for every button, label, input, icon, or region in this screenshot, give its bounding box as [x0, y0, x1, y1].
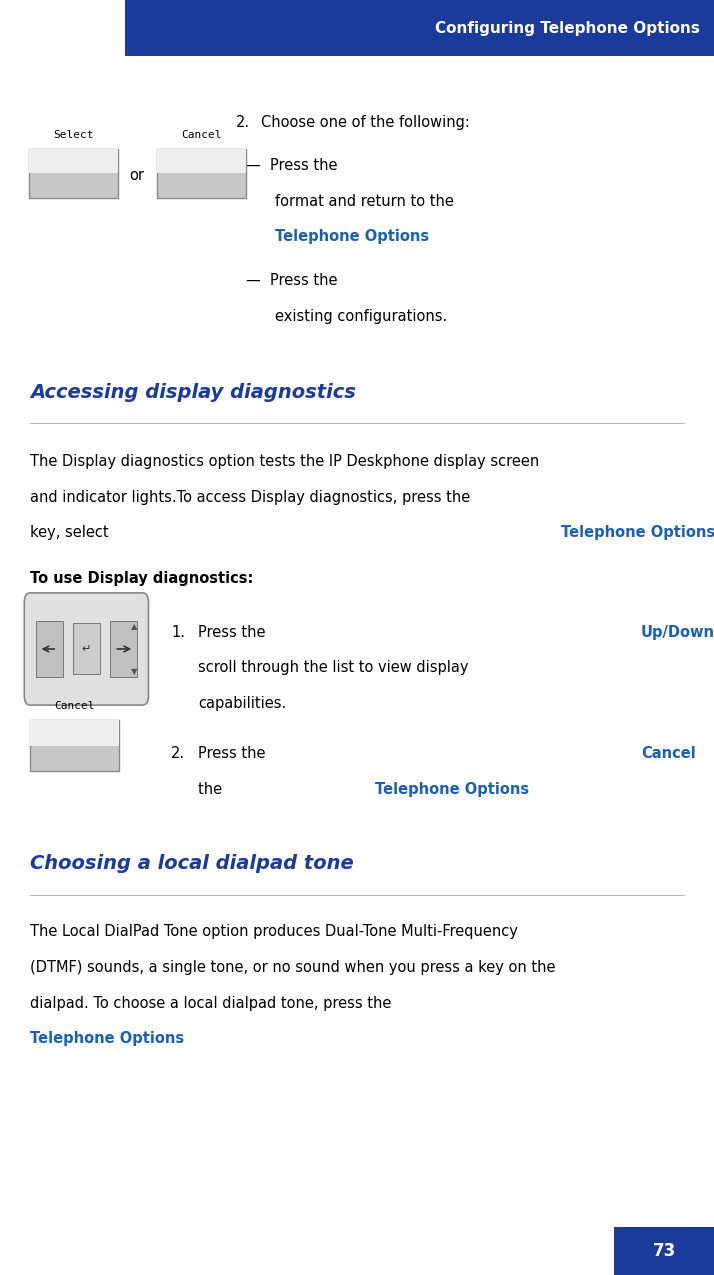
Bar [157, 149, 246, 173]
Text: ▼: ▼ [131, 667, 138, 677]
Text: The Local DialPad Tone option produces Dual-Tone Multi-Frequency: The Local DialPad Tone option produces D… [30, 924, 518, 940]
FancyBboxPatch shape [24, 593, 149, 705]
Text: 2.: 2. [171, 746, 186, 761]
Text: Select: Select [53, 130, 94, 140]
Bar [614, 1227, 714, 1275]
Bar [125, 0, 714, 56]
Text: ▲: ▲ [131, 621, 138, 631]
Text: Press the: Press the [198, 746, 271, 761]
Text: Telephone Options: Telephone Options [560, 525, 714, 541]
Bar [110, 621, 137, 677]
Text: Telephone Options: Telephone Options [30, 1031, 184, 1047]
Text: Cancel: Cancel [54, 701, 95, 711]
Text: Telephone Options: Telephone Options [275, 230, 429, 245]
Text: 1.: 1. [171, 625, 186, 640]
Text: The Display diagnostics option tests the IP Deskphone display screen: The Display diagnostics option tests the… [30, 454, 539, 469]
Text: existing configurations.: existing configurations. [275, 309, 447, 324]
Text: Telephone Options: Telephone Options [376, 782, 530, 797]
Bar [73, 623, 100, 674]
Text: To use Display diagnostics:: To use Display diagnostics: [30, 571, 253, 587]
Text: Choose one of the following:: Choose one of the following: [261, 115, 470, 130]
Text: or: or [129, 168, 145, 184]
Text: format and return to the: format and return to the [275, 194, 454, 209]
Text: 73: 73 [653, 1242, 675, 1260]
Bar [30, 720, 119, 771]
Text: key, select: key, select [30, 525, 114, 541]
Text: (DTMF) sounds, a single tone, or no sound when you press a key on the: (DTMF) sounds, a single tone, or no soun… [30, 960, 555, 975]
Text: Cancel: Cancel [181, 130, 222, 140]
Text: Accessing display diagnostics: Accessing display diagnostics [30, 382, 356, 402]
Text: ↵: ↵ [81, 644, 91, 654]
Text: and indicator lights.To access Display diagnostics, press the: and indicator lights.To access Display d… [30, 490, 475, 505]
Bar [29, 149, 118, 198]
Text: scroll through the list to view display: scroll through the list to view display [198, 660, 469, 676]
Text: Choosing a local dialpad tone: Choosing a local dialpad tone [30, 854, 353, 873]
Bar [36, 621, 63, 677]
Text: dialpad. To choose a local dialpad tone, press the: dialpad. To choose a local dialpad tone,… [30, 996, 396, 1011]
Text: Up/Down: Up/Down [641, 625, 714, 640]
Text: —  Press the: — Press the [246, 158, 343, 173]
Bar [30, 720, 119, 746]
Text: Press the: Press the [198, 625, 271, 640]
Text: Configuring Telephone Options: Configuring Telephone Options [435, 22, 700, 36]
Text: the: the [198, 782, 227, 797]
Bar [157, 149, 246, 198]
Text: 2.: 2. [236, 115, 250, 130]
Text: capabilities.: capabilities. [198, 696, 287, 711]
Bar [29, 149, 118, 173]
Text: Cancel: Cancel [641, 746, 695, 761]
Text: —  Press the: — Press the [246, 273, 343, 288]
